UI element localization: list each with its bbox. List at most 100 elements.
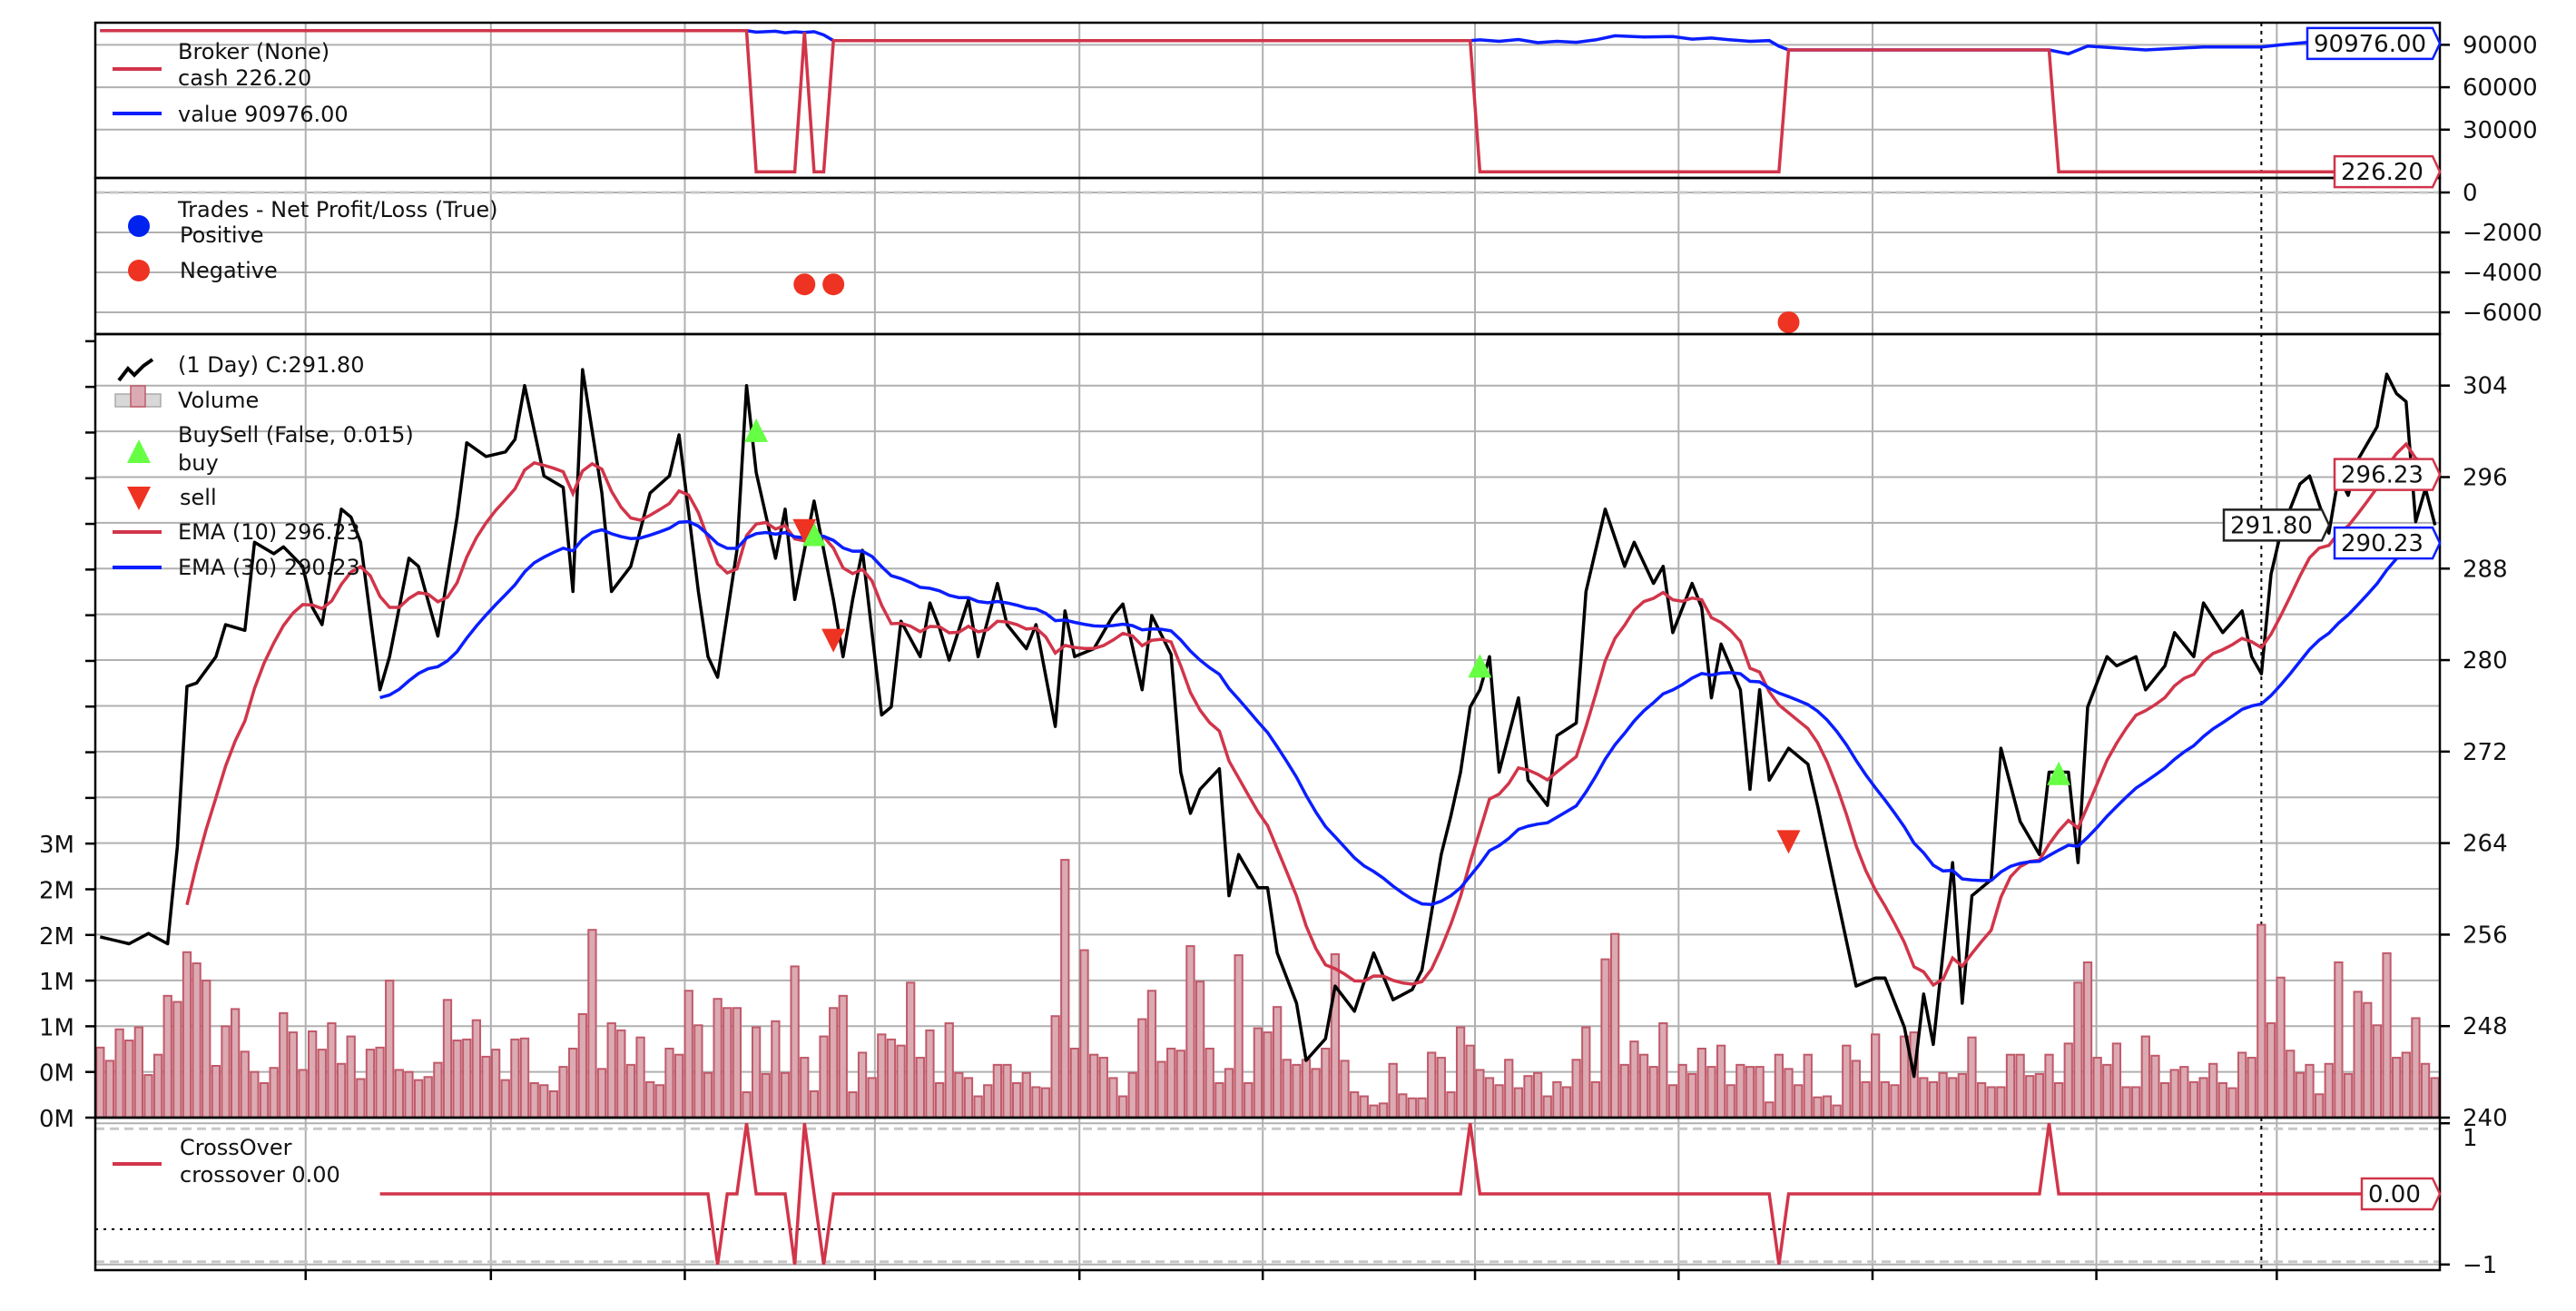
volume-bar [1311,1068,1321,1119]
volume-bar [1542,1095,1552,1119]
volume-bar [1667,1084,1678,1119]
volume-bar [2372,1024,2383,1119]
volume-bar [1581,1026,1591,1119]
volume-bar [723,1007,732,1119]
volume-tick-label: 0M [39,1060,74,1088]
volume-bar [2198,1077,2208,1119]
volume-bar [2053,1081,2064,1119]
value-tag-label: 296.23 [2341,462,2424,489]
y-tick-label: −6000 [2463,300,2542,327]
volume-bar [1755,1066,1765,1119]
volume-bar [202,980,211,1119]
volume-bar [1619,1063,1629,1119]
y-tick-label: −2000 [2463,220,2542,247]
volume-bar [1340,1060,1350,1119]
volume-bar [1523,1075,1533,1119]
volume-bar [279,1011,289,1119]
y-tick-label: 280 [2463,647,2508,675]
volume-bar [1098,1057,1108,1119]
volume-bar [481,1055,491,1119]
volume-bar [1079,949,1089,1119]
volume-bar [992,1063,1003,1119]
volume-bar [1871,1033,1881,1119]
volume-bar [1137,1018,1147,1119]
volume-bar [751,1026,762,1119]
broker-legend-title: Broker (None) [178,39,329,64]
volume-bar [2266,1022,2276,1119]
volume-bar [1156,1060,1166,1119]
volume-bar [673,1053,684,1119]
volume-bar [1204,1047,1214,1119]
crossover-legend-title: CrossOver [180,1135,292,1160]
volume-bar [1146,990,1157,1119]
volume-bar [1532,1071,1543,1119]
volume-bar [1513,1087,1524,1119]
volume-bar [963,1077,974,1119]
y-tick-label: 264 [2463,831,2508,858]
volume-bar [973,1095,983,1119]
cash-legend-label: cash 226.20 [178,65,311,91]
volume-bar [2420,1062,2431,1119]
volume-bar [713,998,723,1119]
volume-bar [1108,1077,1118,1119]
volume-bar [433,1061,443,1119]
volume-bar [2324,1062,2334,1119]
volume-bar [1244,1081,1254,1119]
volume-bar [587,929,597,1119]
sell-marker [821,628,846,653]
volume-bar [1561,1086,1572,1119]
ema-slow-line [379,519,2435,906]
volume-bar [1455,1026,1466,1119]
ema-fast-line [185,441,2437,988]
volume-bar [182,951,192,1119]
volume-bar [625,1063,636,1119]
volume-bar [375,1046,385,1119]
volume-bar [1938,1071,1948,1119]
trade-negative-dot [1777,311,1800,334]
volume-bar [2179,1066,2189,1119]
volume-bar [1166,1047,1176,1119]
volume-bar [2025,1075,2035,1119]
price-legend: (1 Day) C:291.80 Volume BuySell (False, … [113,352,414,580]
volume-bar [732,1007,742,1119]
volume-bar [2334,961,2344,1119]
volume-bar [1590,1080,1601,1119]
volume-bar [95,1046,105,1119]
volume-bar [250,1070,260,1119]
volume-bar [259,1081,270,1119]
volume-bar [192,962,202,1119]
volume-bar [1359,1095,1369,1119]
volume-bar [1407,1097,1418,1119]
volume-bar [2188,1080,2199,1119]
volume-bar [1706,1066,1716,1119]
volume-bar [829,1007,839,1119]
volume-bar [114,1028,124,1119]
value-tag-label: 290.23 [2341,530,2424,557]
volume-tick-label: 3M [39,832,74,859]
volume-bar [742,1091,752,1119]
last-value-tags: 90976.00 226.20 296.23 290.23 291.80 0.00 [2222,26,2442,1211]
volume-bar [1880,1080,1890,1119]
volume-bar [133,1026,143,1119]
volume-bar [934,1081,945,1119]
volume-bar [529,1081,539,1119]
volume-bar [1175,1050,1185,1119]
volume-bar [838,994,848,1119]
volume-bar [1658,1022,1668,1119]
volume-bar [1253,1027,1263,1119]
positive-legend-label: Positive [180,222,264,248]
volume-bar [577,1012,587,1119]
y-tick-label: −4000 [2463,260,2542,287]
volume-bar [365,1049,376,1119]
volume-bar [2276,976,2286,1119]
buy-marker [744,418,769,442]
y-tick-label: 288 [2463,556,2508,583]
volume-legend-label: Volume [178,388,259,413]
volume-bar [1948,1077,1958,1119]
volume-bar [1745,1066,1755,1119]
buysell-legend-title: BuySell (False, 0.015) [178,422,414,448]
sell-marker [1776,830,1801,854]
volume-bar [298,1069,308,1119]
value-tag-box [2333,526,2442,560]
volume-bar [1842,1044,1852,1119]
